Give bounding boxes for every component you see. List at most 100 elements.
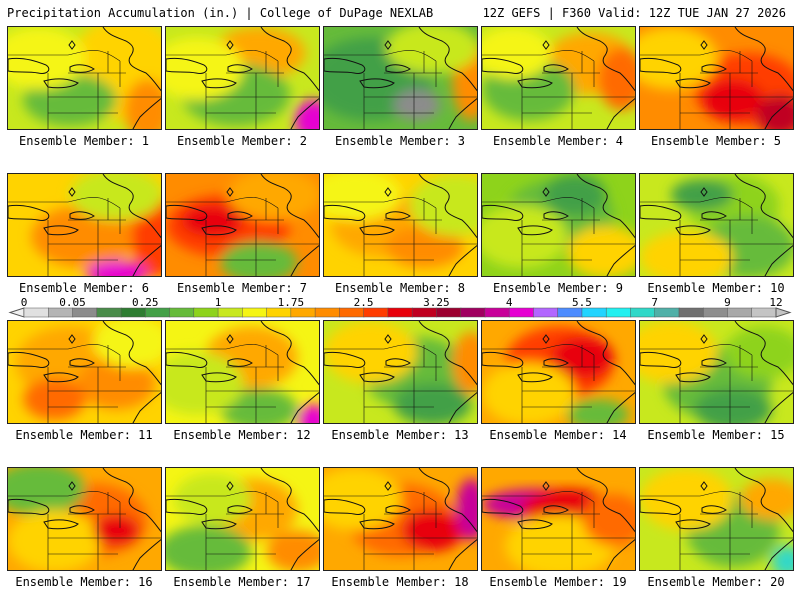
member-label-5: Ensemble Member: 5	[650, 134, 782, 148]
precip-map-14	[482, 321, 635, 423]
member-panel-11	[7, 320, 162, 424]
member-panel-15	[639, 320, 794, 424]
precip-cell	[452, 331, 477, 394]
member-panel-5	[639, 26, 794, 130]
colorbar-tick-label: 9	[724, 296, 731, 309]
great-lakes	[166, 204, 253, 236]
station-marker-icon	[226, 334, 234, 344]
precip-cell	[31, 205, 140, 268]
station-marker-icon	[68, 187, 76, 197]
coastline-south	[764, 391, 793, 423]
colorbar-tick-label: 2.5	[354, 296, 374, 309]
colorbar-swatch	[605, 307, 632, 318]
precip-cell	[482, 27, 552, 79]
member-label-6: Ensemble Member: 6	[18, 281, 150, 295]
precip-map-6	[8, 174, 161, 276]
colorbar-swatch	[508, 307, 535, 318]
precip-map-11	[8, 321, 161, 423]
precip-map-5	[640, 27, 793, 129]
station-marker-icon	[226, 40, 234, 50]
great-lakes	[482, 498, 569, 530]
coastline-south	[132, 97, 161, 129]
great-lakes	[324, 498, 411, 530]
colorbar-tick-label: 4	[506, 296, 513, 309]
precip-cell	[181, 205, 244, 237]
state-borders	[324, 491, 477, 570]
precip-cell	[166, 525, 252, 570]
precip-cell	[294, 99, 319, 129]
member-panel-17	[165, 467, 320, 571]
colorbar-swatch	[727, 307, 753, 318]
coastline-south	[290, 391, 319, 423]
state-borders	[640, 491, 793, 570]
colorbar-tick-label: 7	[651, 296, 658, 309]
great-lakes	[640, 204, 727, 236]
coastline	[418, 174, 477, 239]
colorbar-swatch	[193, 307, 219, 318]
member-panel-6	[7, 173, 162, 277]
precip-map-10	[640, 174, 793, 276]
coastline-south	[448, 244, 477, 276]
coastline-south	[606, 391, 635, 423]
precip-map-1	[8, 27, 161, 129]
colorbar-tick-label: 1.75	[278, 296, 305, 309]
coastline	[734, 468, 793, 533]
colorbar-tick-label: 12	[769, 296, 782, 309]
colorbar-tick-label: 0	[21, 296, 28, 309]
colorbar-swatch	[290, 307, 316, 318]
state-borders	[8, 197, 161, 276]
precip-map-9	[482, 174, 635, 276]
precip-cell	[740, 478, 793, 520]
colorbar-swatch	[484, 307, 510, 318]
colorbar-swatch	[48, 307, 74, 318]
member-panel-18	[323, 467, 478, 571]
member-label-16: Ensemble Member: 16	[15, 575, 153, 589]
member-label-12: Ensemble Member: 12	[173, 428, 311, 442]
precip-cell	[702, 79, 764, 121]
great-lakes	[166, 498, 253, 530]
precip-cell	[598, 47, 635, 111]
precip-cell	[220, 241, 298, 276]
member-label-14: Ensemble Member: 14	[489, 428, 627, 442]
coastline	[418, 321, 477, 386]
precip-map-7	[166, 174, 319, 276]
colorbar-swatch	[630, 307, 656, 318]
precip-map-3	[324, 27, 477, 129]
precip-cell	[297, 404, 319, 423]
state-borders	[482, 50, 635, 129]
colorbar-swatch	[411, 307, 438, 318]
coastline-south	[290, 538, 319, 570]
coastline	[734, 27, 793, 92]
coastline	[576, 174, 635, 239]
precip-cell	[482, 205, 568, 268]
member-label-7: Ensemble Member: 7	[176, 281, 308, 295]
coastline	[102, 174, 161, 239]
member-label-18: Ensemble Member: 18	[331, 575, 469, 589]
precip-cell	[266, 530, 319, 570]
precip-cell	[166, 352, 244, 415]
state-borders	[640, 50, 793, 129]
station-marker-icon	[384, 40, 392, 50]
colorbar-swatch	[702, 307, 729, 318]
coastline	[734, 174, 793, 239]
colorbar-swatch	[751, 307, 777, 318]
great-lakes	[324, 204, 411, 236]
coastline	[260, 321, 319, 386]
coastline	[260, 468, 319, 533]
great-lakes	[640, 57, 727, 89]
colorbar-swatch	[72, 307, 98, 318]
precip-cell	[401, 509, 464, 552]
colorbar-swatch	[96, 307, 122, 318]
colorbar-tick-label: 0.25	[132, 296, 159, 309]
state-borders	[482, 344, 635, 423]
colorbar-swatch	[460, 307, 486, 318]
colorbar-swatch	[581, 307, 607, 318]
coastline-south	[764, 97, 793, 129]
coastline-south	[764, 538, 793, 570]
precip-cell	[93, 514, 140, 546]
state-borders	[166, 50, 319, 129]
station-marker-icon	[542, 334, 550, 344]
great-lakes	[640, 498, 727, 530]
state-borders	[482, 491, 635, 570]
coastline	[734, 321, 793, 386]
